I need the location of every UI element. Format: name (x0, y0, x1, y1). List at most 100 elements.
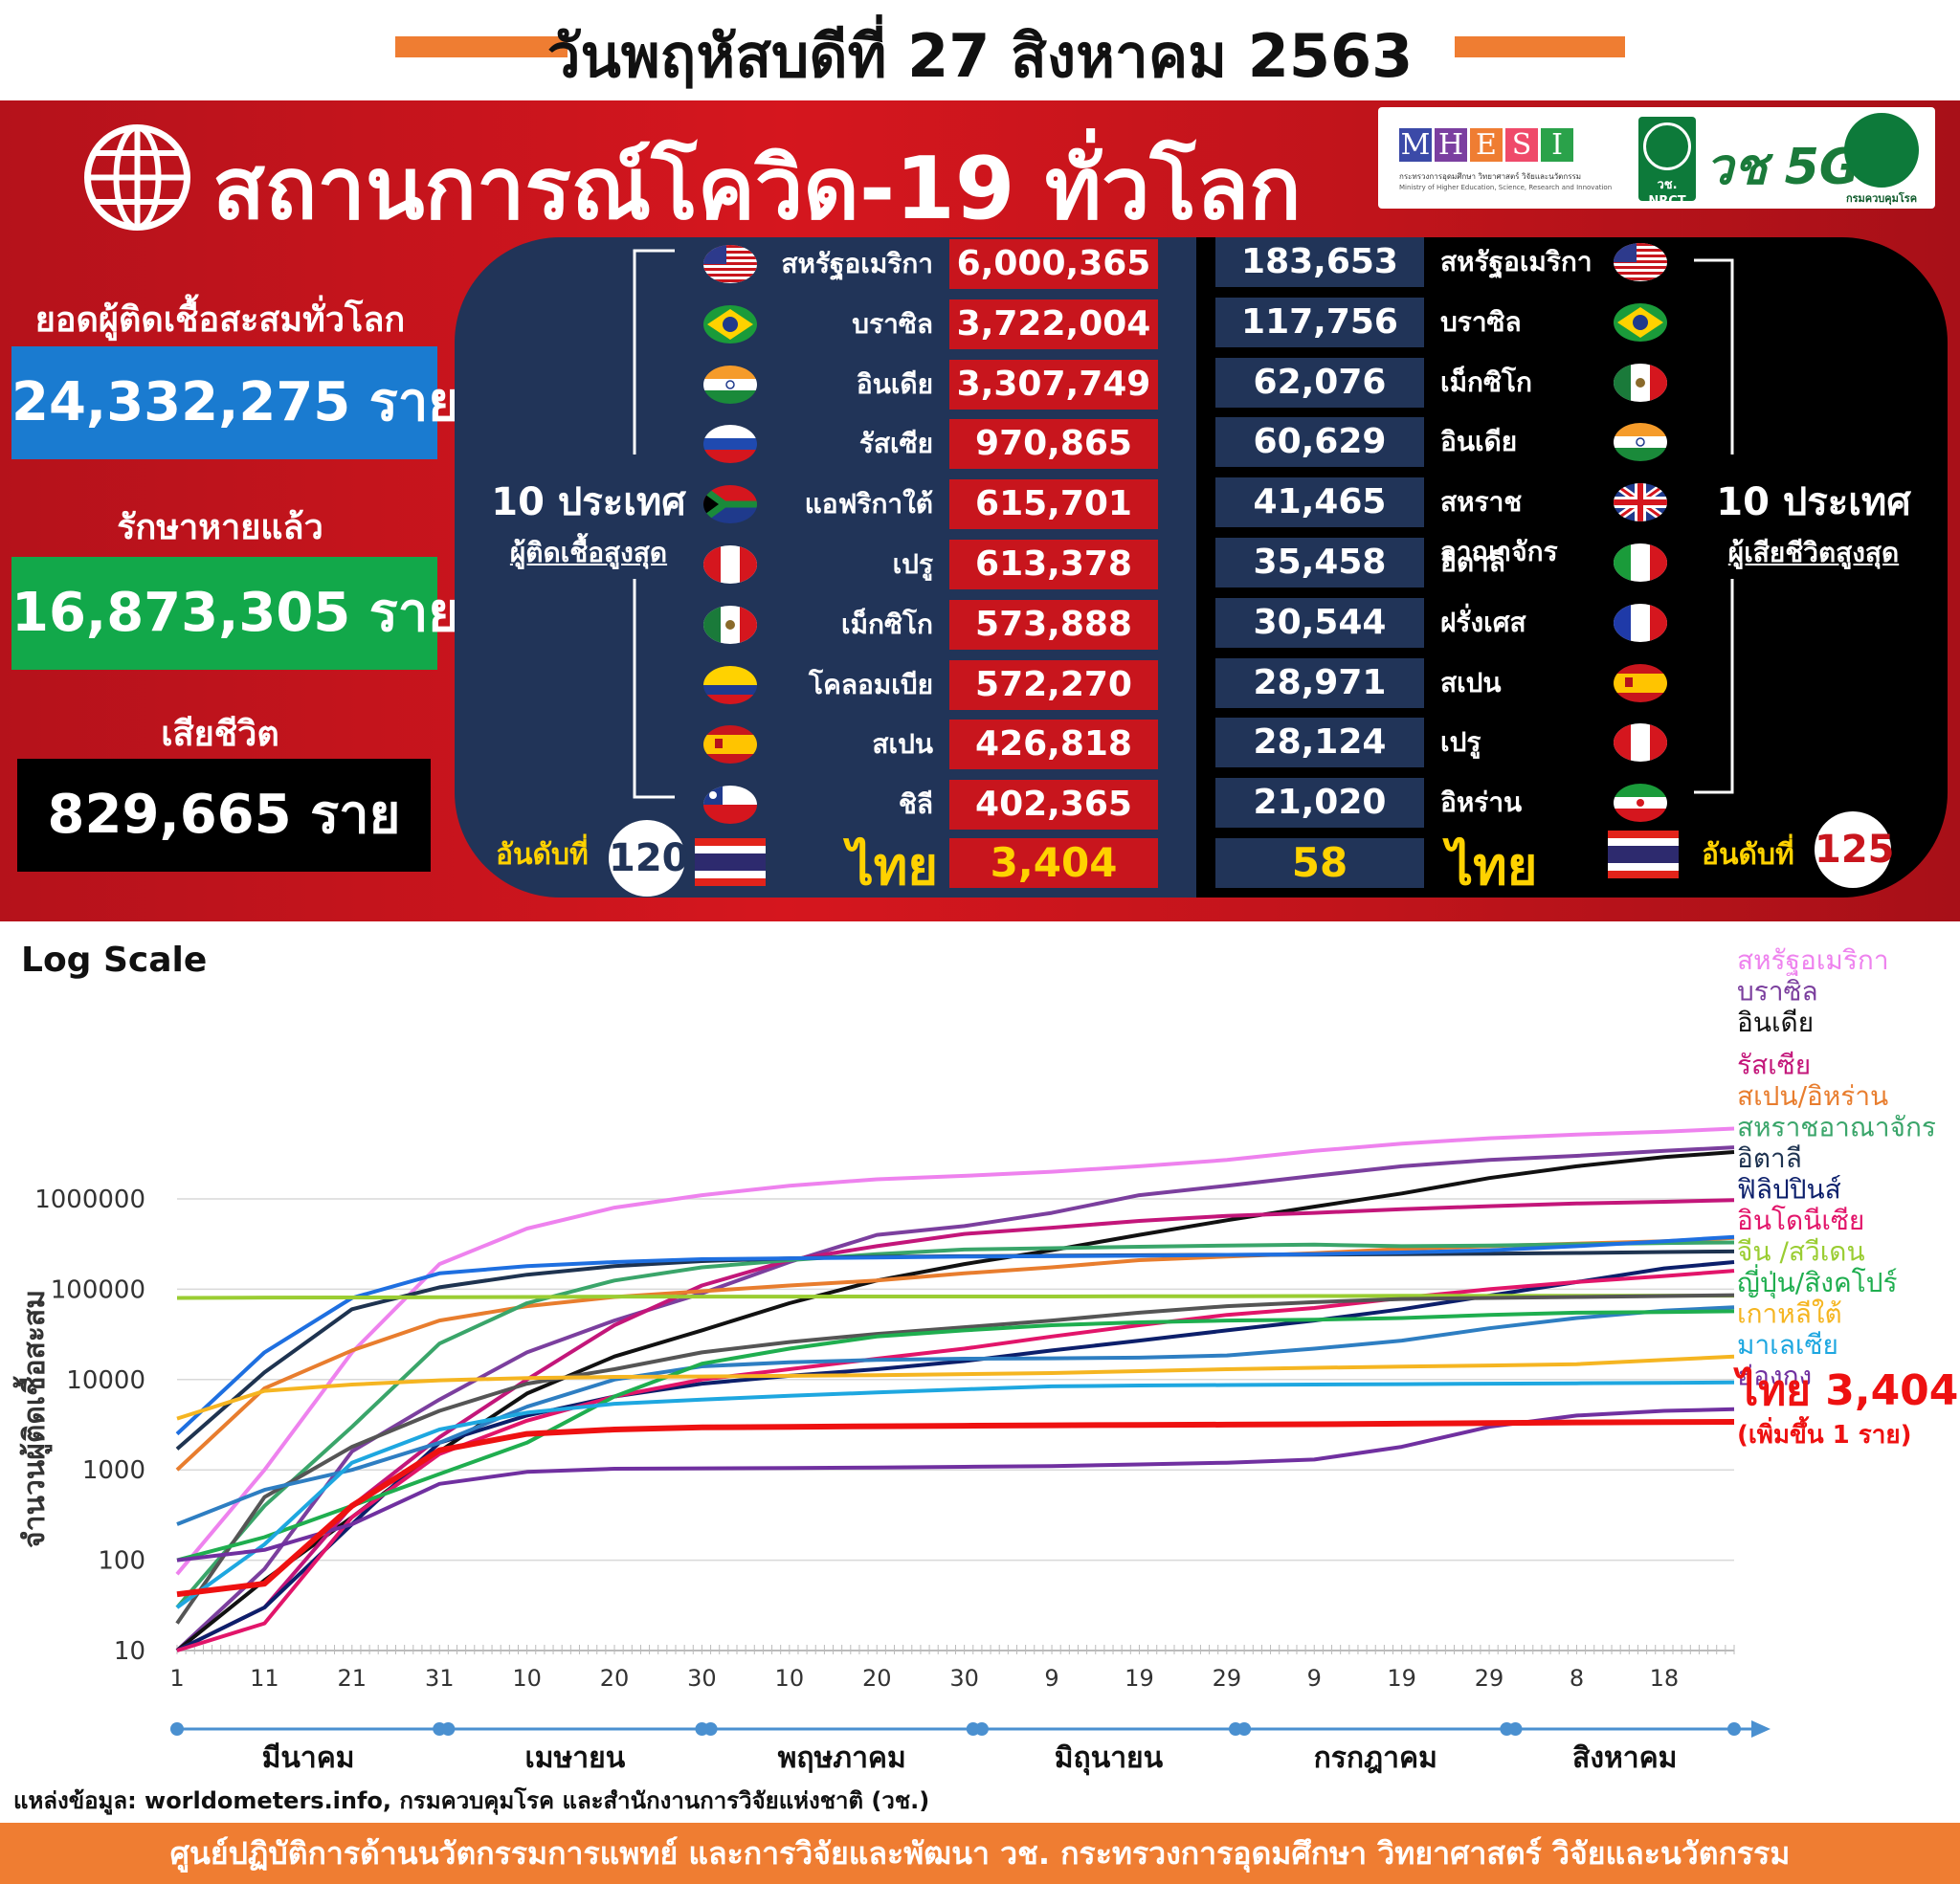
death-country-name: เปรู (1440, 726, 1481, 759)
x-tick-label: 1 (169, 1665, 184, 1692)
series-line (175, 1145, 1735, 1652)
series-label: ฟิลิปปินส์ (1737, 1174, 1841, 1206)
thai-death-value: 58 (1215, 838, 1424, 888)
series-line (175, 1234, 1735, 1436)
series-label: เกาหลีใต้ (1737, 1298, 1842, 1330)
death-country-name: ฝรั่งเศส (1440, 606, 1526, 638)
series-line (176, 1354, 1735, 1421)
spain-flag-icon (703, 725, 757, 765)
france-flag-icon (1614, 603, 1667, 642)
death-count-value: 30,544 (1215, 597, 1424, 648)
thai-series-label: ไทย 3,404 (1733, 1365, 1958, 1415)
chart-title: Log Scale (21, 941, 207, 980)
death-count-value: 28,124 (1215, 718, 1424, 768)
month-label: มิถุนายน (1055, 1741, 1164, 1776)
uk-flag-icon (1614, 483, 1667, 522)
thai-case-name: ไทย (847, 836, 938, 897)
iran-flag-icon (1614, 784, 1667, 823)
y-axis-label: จำนวนผู้ติดเชื้อสะสม (12, 1290, 53, 1548)
thai-case-rank-badge: 120 (609, 820, 689, 897)
series-label: บราซิล (1737, 976, 1818, 1008)
nrct-logo: วช. NRCT (1638, 117, 1696, 209)
thailand-flag-icon (695, 838, 766, 886)
mhesi-subtitle-en: Ministry of Higher Education, Science, R… (1399, 184, 1613, 191)
x-tick-label: 18 (1650, 1665, 1680, 1692)
case-count-value: 426,818 (949, 720, 1158, 770)
x-tick-label: 30 (687, 1665, 717, 1692)
y-tick-label: 10000 (66, 1366, 145, 1395)
death-country-name: สหราชอาณาจักร (1440, 486, 1558, 568)
orange-divider-left (395, 36, 568, 57)
case-count-value: 3,307,749 (949, 359, 1158, 410)
month-start-dot (170, 1722, 184, 1736)
death-country-name: อิหร่าน (1440, 787, 1523, 819)
thai-death-rank-badge: 125 (1815, 811, 1895, 888)
chile-flag-icon (703, 786, 757, 825)
y-tick-label: 100000 (51, 1275, 145, 1304)
series-line (176, 1269, 1735, 1652)
month-start-dot (703, 1722, 718, 1736)
case-country-name: แอฟริกาใต้ (804, 488, 933, 521)
series-label: สหรัฐอเมริกา (1737, 944, 1889, 976)
month-end-dot (1727, 1722, 1741, 1736)
us-flag-icon (703, 245, 757, 283)
case-count-value: 573,888 (949, 599, 1158, 650)
series-label: อิตาลี (1737, 1142, 1802, 1174)
main-title: สถานการณ์โควิด-19 ทั่วโลก (212, 139, 1302, 239)
x-tick-label: 10 (512, 1665, 542, 1692)
series-label: ฮ่องกง (1737, 1361, 1812, 1392)
case-country-name: เปรู (892, 548, 933, 580)
mhesi-logo: M H E S I (1399, 128, 1573, 162)
case-country-name: ชิลี (898, 788, 933, 821)
death-count-value: 35,458 (1215, 538, 1424, 587)
case-country-name: บราซิล (852, 307, 933, 340)
x-tick-label: 29 (1475, 1665, 1504, 1692)
recovered-label: รักษาหายแล้ว (117, 508, 323, 547)
series-line (175, 1126, 1735, 1576)
case-country-name: สหรัฐอเมริกา (781, 248, 933, 279)
x-tick-label: 20 (862, 1665, 892, 1692)
ddc-logo: กรมควบคุมโรค (1838, 113, 1926, 205)
case-count-value: 572,270 (949, 659, 1158, 710)
logo-strip: M H E S I กระทรวงการอุดมศึกษา วิทยาศาสตร… (1378, 107, 1935, 209)
top-cases-title: 10 ประเทศ (491, 480, 686, 524)
x-tick-label: 21 (338, 1665, 368, 1692)
us-flag-icon (1614, 243, 1667, 281)
series-line (176, 1294, 1734, 1300)
month-start-dot (1237, 1722, 1252, 1736)
x-tick-label: 10 (775, 1665, 805, 1692)
x-tick-label: 9 (1044, 1665, 1058, 1692)
series-line (175, 1380, 1735, 1609)
case-count-value: 6,000,365 (949, 239, 1158, 289)
russia-flag-icon (703, 425, 757, 464)
deaths-bracket (1694, 258, 1734, 794)
south-africa-flag-icon (703, 485, 757, 524)
case-count-value: 402,365 (949, 780, 1158, 831)
series-label: อินโดนีเซีย (1737, 1205, 1864, 1236)
series-label: มาเลเซีย (1737, 1329, 1838, 1361)
brazil-flag-icon (703, 304, 757, 344)
brazil-flag-icon (1614, 302, 1667, 342)
mexico-flag-icon (1614, 363, 1667, 402)
case-country-name: รัสเซีย (858, 428, 933, 460)
series-line (176, 1407, 1735, 1563)
series-line (176, 1309, 1735, 1563)
footer-bar: ศูนย์ปฏิบัติการด้านนวัตกรรมการแพทย์ และก… (0, 1823, 1960, 1884)
series-label: สหราชอาณาจักร (1737, 1112, 1936, 1143)
death-count-value: 117,756 (1215, 297, 1424, 347)
thai-series-note: (เพิ่มขึ้น 1 ราย) (1737, 1415, 1911, 1450)
series-label: อินเดีย (1737, 1007, 1814, 1038)
deaths-value: 829,665 ราย (17, 759, 431, 872)
case-country-name: สเปน (872, 728, 933, 761)
series-line (175, 1240, 1735, 1609)
death-count-value: 41,465 (1215, 477, 1424, 528)
case-count-value: 3,722,004 (949, 299, 1158, 349)
death-count-value: 62,076 (1215, 357, 1424, 408)
peru-flag-icon (1614, 723, 1667, 763)
india-flag-icon (1614, 423, 1667, 462)
death-country-name: เม็กซิโก (1440, 366, 1532, 398)
case-country-name: อินเดีย (856, 367, 933, 400)
death-country-name: อินเดีย (1440, 426, 1518, 458)
death-count-value: 28,971 (1215, 657, 1424, 708)
globe-icon (84, 124, 190, 231)
